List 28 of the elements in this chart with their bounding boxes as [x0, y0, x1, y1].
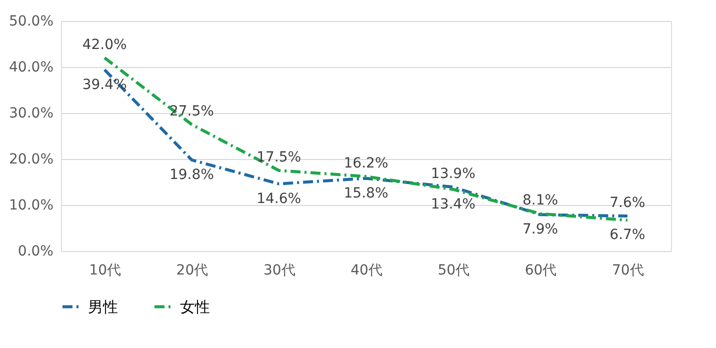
data-label: 8.1%: [522, 192, 558, 209]
data-label: 13.4%: [430, 196, 476, 212]
y-tick-label: 30.0%: [9, 106, 54, 122]
y-tick-label: 40.0%: [9, 60, 54, 76]
data-label: 15.8%: [344, 185, 388, 202]
data-label: 13.9%: [430, 166, 476, 182]
x-tick-label: 60代: [524, 262, 557, 278]
y-tick-label: 10.0%: [9, 198, 54, 214]
legend-label: 男性: [88, 298, 118, 316]
y-tick-label: 0.0%: [18, 244, 54, 260]
data-label: 7.9%: [522, 222, 558, 238]
x-tick-label: 70代: [612, 262, 644, 278]
data-label: 19.8%: [169, 166, 214, 183]
data-label: 7.6%: [610, 195, 646, 212]
data-label: 6.7%: [610, 227, 646, 244]
y-tick-label: 50.0%: [9, 14, 54, 30]
x-tick-label: 20代: [176, 262, 208, 278]
data-label: 39.4%: [82, 76, 127, 93]
data-label: 17.5%: [256, 150, 302, 166]
x-tick-label: 40代: [350, 262, 382, 278]
y-tick-label: 20.0%: [9, 152, 54, 168]
x-tick-label: 10代: [89, 262, 121, 278]
data-label: 14.6%: [256, 190, 302, 207]
x-tick-label: 50代: [438, 262, 470, 278]
data-label: 42.0%: [82, 36, 127, 53]
legend-label: 女性: [180, 298, 210, 316]
data-label: 16.2%: [344, 155, 388, 172]
x-tick-label: 30代: [263, 262, 296, 278]
